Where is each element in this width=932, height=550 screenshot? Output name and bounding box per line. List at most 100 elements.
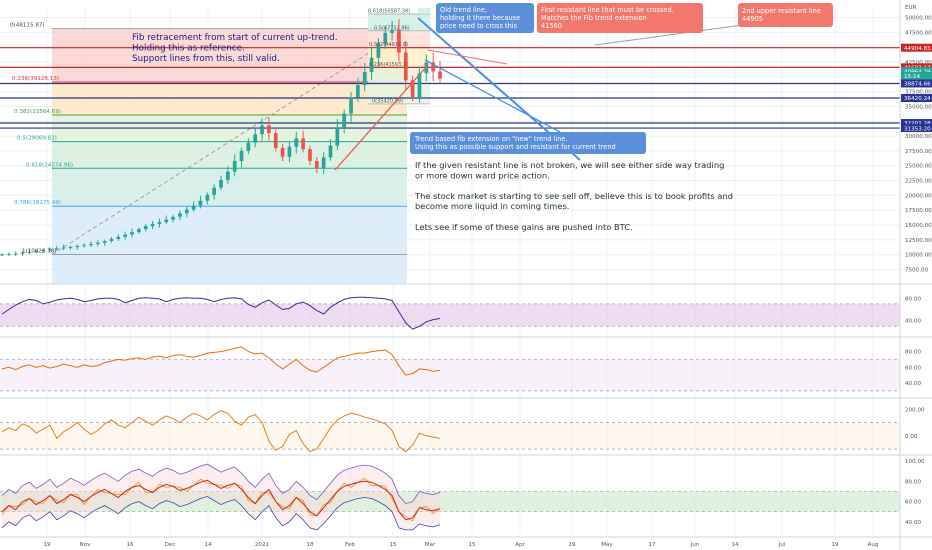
oscillator-line xyxy=(1,346,441,376)
candle-body xyxy=(232,160,237,172)
oscillator-tick-label: 40.00 xyxy=(905,520,921,526)
oscillator-line xyxy=(1,479,441,521)
oscillator-tick-label: 60.00 xyxy=(905,365,921,371)
candle-body xyxy=(89,244,93,246)
candle-body xyxy=(150,223,155,227)
candle-body xyxy=(246,142,251,151)
time-tick-label: Apr xyxy=(515,542,525,548)
candle-body xyxy=(95,242,100,245)
trend-fib-zone xyxy=(418,8,430,15)
candle-body xyxy=(116,236,121,239)
trend-lines xyxy=(334,17,751,171)
time-axis[interactable]: 19 Nov 16 Dec 14 2021 18 Feb 15 Mar 15 Apr 19 May 17 Ju… xyxy=(0,536,932,548)
candle-body xyxy=(362,72,367,86)
candle-body xyxy=(267,125,271,134)
candle-body xyxy=(143,226,148,230)
candle-body xyxy=(424,62,429,74)
commentary-line: Lets see if some of these gains are push… xyxy=(415,222,633,232)
candle-body xyxy=(54,248,59,250)
trend-fib-label: 0.5(47752.96) xyxy=(374,25,410,31)
price-tag-bg xyxy=(901,124,932,133)
candle-body xyxy=(383,32,388,44)
fib-level-label: 0.786(18175.49) xyxy=(14,200,61,206)
price-tick-label: 37500.00 xyxy=(905,90,932,96)
first-resist-text: Matches the Fib trend extension xyxy=(541,14,647,22)
signal-line xyxy=(1,477,441,522)
candle-body xyxy=(225,171,230,180)
candle-body xyxy=(239,150,244,161)
candle-body xyxy=(137,229,141,233)
lower-band-line xyxy=(1,496,441,531)
price-tick-label: 25000.00 xyxy=(905,164,932,170)
candle-body xyxy=(130,232,134,235)
annotations: Fib retracement from start of current up… xyxy=(132,3,833,232)
oscillator-tick-label: 0.00 xyxy=(905,434,918,440)
candle-body xyxy=(253,134,258,143)
oscillator-tick-label: 40.00 xyxy=(905,381,921,387)
oscillator-tick-label: 60.00 xyxy=(905,500,921,506)
time-tick-label: 15 xyxy=(468,542,476,548)
first-resist-text: First resistant line that must be crosse… xyxy=(541,6,674,14)
upper-band-line xyxy=(1,463,441,505)
price-tick-label: 7500.00 xyxy=(905,268,929,274)
oscillator-tick-label: 80.00 xyxy=(905,350,921,356)
price-tag-label: 38874.66 xyxy=(904,82,931,88)
second-resist-text: 2nd upper resistant line xyxy=(742,7,821,15)
commentary-line: The stock market is starting to see sell… xyxy=(414,191,733,201)
uptrend-line xyxy=(334,64,429,171)
candle-body xyxy=(390,29,394,33)
fib-note-line: Holding this as reference. xyxy=(132,44,245,54)
price-tick-label: 27500.00 xyxy=(905,149,932,155)
price-tick-label: 15000.00 xyxy=(905,223,932,229)
bollinger-fill xyxy=(2,464,440,530)
time-tick-label: Feb xyxy=(345,542,355,548)
trend-fib-label: 0.382(44918.9) xyxy=(369,42,408,48)
time-tick-label: 17 xyxy=(648,542,656,548)
candle-body xyxy=(287,146,292,157)
time-tick-label: Nov xyxy=(80,542,92,548)
horizontal-levels xyxy=(0,47,900,129)
candle-body xyxy=(205,194,210,201)
price-tick-label: 30000.00 xyxy=(905,134,932,140)
candle-body xyxy=(61,247,66,249)
candle-body xyxy=(157,222,162,224)
candle-body xyxy=(171,216,175,220)
fib-level-label: 0.618(24574.96) xyxy=(26,162,73,168)
candle-body xyxy=(198,200,203,206)
candle-body xyxy=(102,241,107,243)
candle-body xyxy=(123,234,128,237)
oscillator-tick-label: 80.00 xyxy=(905,479,921,485)
fib-zone xyxy=(52,254,407,284)
time-tick-label: 14 xyxy=(204,542,212,548)
trend-fib-label: 0(35420.59) xyxy=(372,98,403,104)
candle-body xyxy=(273,133,278,148)
commentary-line: or more down ward price action. xyxy=(415,170,550,180)
candle-body xyxy=(164,219,169,223)
candle-body xyxy=(397,29,401,53)
trend-ext-pointer xyxy=(424,59,561,133)
price-axis[interactable]: EUR50000.0047500.0045000.0042500.0040000… xyxy=(899,0,932,550)
price-tick-label: 35000.00 xyxy=(905,104,932,110)
candle-body xyxy=(260,125,264,135)
candle-body xyxy=(191,205,196,210)
candle-body xyxy=(403,52,408,81)
price-tag-bg xyxy=(901,79,932,88)
candle-body xyxy=(0,254,4,256)
price-tick-label: 17500.00 xyxy=(905,208,932,214)
time-tick-label: 15 xyxy=(389,542,397,548)
candle-body xyxy=(27,251,32,253)
candle-body xyxy=(219,179,223,188)
candle-body xyxy=(212,187,217,195)
candle-body xyxy=(349,97,353,114)
candle-body xyxy=(109,238,114,242)
candle-body xyxy=(280,147,285,157)
candle-body xyxy=(20,252,25,254)
time-tick-label: 19 xyxy=(568,542,576,548)
candle-body xyxy=(410,80,415,97)
price-tag-bg xyxy=(901,67,932,76)
second-resist-text: 44905 xyxy=(742,15,763,23)
fib-zone xyxy=(52,141,407,169)
fib-zone xyxy=(52,206,407,255)
price-tick-label: 47500.00 xyxy=(905,30,932,36)
